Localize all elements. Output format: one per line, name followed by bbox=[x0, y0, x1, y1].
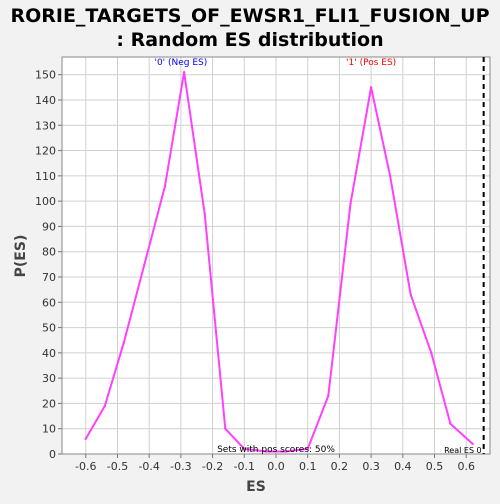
pos-scores-annotation: Sets with pos scores: 50% bbox=[217, 445, 335, 455]
y-tick-label: 0 bbox=[49, 448, 56, 461]
data-point bbox=[349, 202, 352, 205]
plot-frame bbox=[61, 56, 491, 455]
y-tick-label: 120 bbox=[35, 145, 56, 158]
y-tick-label: 110 bbox=[35, 170, 56, 183]
x-tick-label: 0.6 bbox=[457, 460, 475, 473]
x-tick-label: 0.1 bbox=[299, 460, 317, 473]
data-point bbox=[449, 422, 452, 425]
y-tick-label: 150 bbox=[35, 69, 56, 82]
x-tick-label: 0.4 bbox=[394, 460, 412, 473]
y-tick-label: 100 bbox=[35, 195, 56, 208]
pos-es-annotation: '1' (Pos ES) bbox=[346, 58, 396, 68]
data-point bbox=[409, 293, 412, 296]
chart-title-line2: : Random ES distribution bbox=[116, 29, 383, 51]
neg-es-annotation: '0' (Neg ES) bbox=[154, 58, 207, 68]
data-point bbox=[143, 263, 146, 266]
x-tick-label: -0.4 bbox=[138, 460, 159, 473]
x-tick-label: 0.2 bbox=[331, 460, 349, 473]
y-axis-label: P(ES) bbox=[13, 235, 29, 278]
y-tick-label: 60 bbox=[42, 296, 56, 309]
x-tick-label: -0.3 bbox=[170, 460, 191, 473]
y-tick-label: 40 bbox=[42, 347, 56, 360]
annotations: '0' (Neg ES) '1' (Pos ES) Sets with pos sc… bbox=[154, 58, 481, 455]
x-tick-label: 0.5 bbox=[426, 460, 444, 473]
data-point bbox=[103, 404, 107, 408]
data-point bbox=[327, 394, 330, 397]
data-point bbox=[163, 184, 167, 188]
y-tick-label: 30 bbox=[42, 372, 56, 385]
data-point bbox=[306, 447, 309, 451]
y-tick-label: 70 bbox=[42, 271, 56, 284]
x-tick-label: 0.0 bbox=[267, 460, 285, 473]
data-point bbox=[84, 437, 88, 440]
x-axis-label: ES bbox=[246, 479, 266, 495]
x-tick-label: -0.6 bbox=[75, 460, 96, 473]
y-tick-label: 90 bbox=[42, 220, 56, 233]
chart-title-line1: RORIE_TARGETS_OF_EWSR1_FLI1_FUSION_UP bbox=[10, 5, 489, 27]
data-point bbox=[265, 450, 268, 453]
y-tick-label: 10 bbox=[42, 423, 56, 436]
y-tick-label: 140 bbox=[35, 94, 56, 107]
x-tick-label: -0.1 bbox=[234, 460, 255, 473]
grid-lines bbox=[62, 57, 490, 455]
data-point bbox=[182, 71, 186, 74]
data-point bbox=[388, 174, 392, 177]
x-tick-label: 0.3 bbox=[362, 460, 380, 473]
data-point bbox=[243, 447, 246, 451]
axes: -0.6 -0.5 -0.4 -0.3 -0.2 -0.1 0.0 0.1 0.2 0.3 0.4 0… bbox=[35, 56, 491, 473]
y-tick-label: 80 bbox=[42, 246, 56, 259]
y-tick-label: 20 bbox=[42, 397, 56, 410]
data-point bbox=[430, 351, 433, 355]
data-point bbox=[122, 341, 126, 344]
y-tick-label: 130 bbox=[35, 119, 56, 132]
real-es-label: Real ES 0 bbox=[444, 446, 482, 455]
data-point bbox=[369, 86, 373, 89]
x-tick-label: -0.2 bbox=[202, 460, 223, 473]
data-point bbox=[284, 450, 287, 453]
data-point bbox=[224, 427, 227, 430]
series-line bbox=[84, 71, 474, 453]
data-point bbox=[471, 442, 474, 446]
y-tick-label: 50 bbox=[42, 322, 56, 335]
x-tick-label: -0.5 bbox=[107, 460, 128, 473]
series-layer bbox=[84, 57, 485, 454]
data-point bbox=[203, 212, 206, 215]
